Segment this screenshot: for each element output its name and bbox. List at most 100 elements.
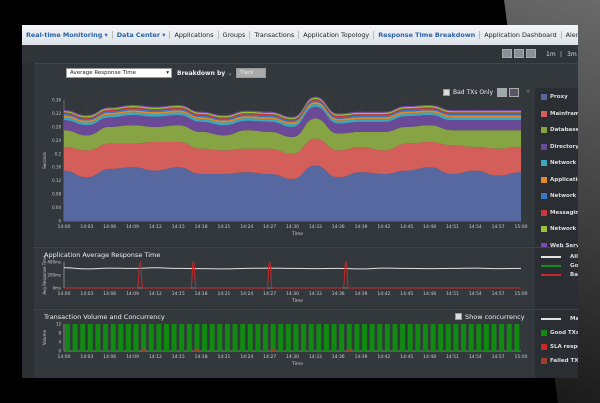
y-tick-label: 12	[56, 322, 62, 327]
good-txs-bar	[468, 324, 474, 351]
good-txs-bar	[293, 324, 299, 351]
good-txs-bar	[247, 324, 253, 351]
bad-txs-only-checkbox[interactable]	[443, 89, 450, 96]
legend-item[interactable]: SLA response t	[541, 344, 578, 350]
legend-label: All T	[570, 254, 578, 260]
y-tick-label: 0.32	[52, 111, 61, 116]
x-tick-label: 14:12	[149, 291, 162, 297]
x-axis-label: Time	[291, 298, 303, 304]
x-tick-label: 14:36	[332, 354, 345, 360]
legend-item[interactable]: All T	[541, 254, 578, 260]
metric-select[interactable]: Average Response Time ▾	[66, 68, 172, 78]
nav-item-8[interactable]: Alerts	[562, 31, 578, 39]
tiers-select[interactable]: Tiers	[236, 68, 266, 78]
y-tick-label: 8	[58, 331, 61, 336]
legend-swatch	[541, 110, 547, 117]
good-txs-bar	[232, 324, 238, 351]
good-txs-bar	[461, 324, 467, 351]
x-tick-label: 14:45	[400, 224, 413, 230]
y-axis-label: Seconds	[42, 152, 47, 169]
good-txs-bar	[240, 324, 246, 351]
legend-item[interactable]: Good	[541, 263, 578, 269]
legend-item[interactable]: Directory	[541, 143, 578, 150]
zoom-out-icon[interactable]	[526, 49, 536, 58]
x-tick-label: 14:24	[240, 291, 253, 297]
good-txs-bar	[430, 324, 436, 351]
volume-panel: Transaction Volume and Concurrency Show …	[34, 309, 578, 378]
good-txs-bar	[186, 324, 192, 351]
failed-txs-bar	[141, 348, 147, 351]
good-txs-bar	[87, 324, 93, 351]
area-series-network-to-ap	[64, 97, 521, 120]
x-tick-label: 14:42	[377, 354, 390, 360]
good-txs-bar	[224, 324, 230, 351]
legend-item[interactable]: Max.	[541, 316, 578, 322]
x-tick-label: 15:00	[515, 291, 528, 297]
zoom-in-icon[interactable]	[514, 49, 524, 58]
response-time-chart: 14:00 14:03 14:06 14:09 14:12 14:15 14:18 14:21…	[42, 255, 528, 304]
y-tick-label: 0.28	[52, 124, 61, 129]
bad-txs-only-label: Bad TXs Only	[453, 89, 494, 96]
x-tick-label: 14:30	[286, 354, 299, 360]
line-chart-icon[interactable]	[509, 88, 519, 97]
legend-line	[541, 265, 561, 267]
x-tick-label: 14:21	[217, 224, 230, 230]
x-tick-label: 15:00	[515, 224, 528, 230]
legend-item[interactable]: Application Se	[541, 176, 578, 183]
range-3m[interactable]: 3m	[567, 51, 577, 58]
x-tick-label: 14:36	[332, 291, 345, 297]
legend-label: Failed TXs	[550, 358, 578, 364]
nav-item-6[interactable]: Response Time Breakdown	[374, 31, 481, 39]
nav-item-1[interactable]: Data Center ▾	[113, 31, 171, 39]
legend-collapse-arrow[interactable]: »	[526, 87, 530, 95]
stacked-area-icon[interactable]	[497, 88, 507, 97]
legend-item[interactable]: Good TXs	[541, 330, 578, 336]
legend-label: Web Server	[550, 242, 578, 248]
legend-swatch	[541, 358, 547, 364]
good-txs-bar	[346, 324, 352, 351]
x-tick-label: 14:00	[58, 291, 71, 297]
good-txs-bar	[514, 324, 520, 351]
x-tick-label: 14:30	[286, 291, 299, 297]
nav-item-2[interactable]: Applications	[170, 31, 219, 39]
legend-item[interactable]: Network to Ap	[541, 226, 578, 232]
nav-item-5[interactable]: Application Topology	[299, 31, 375, 39]
x-tick-label: 14:51	[446, 291, 459, 297]
good-txs-bar	[118, 324, 124, 351]
x-tick-label: 14:21	[217, 354, 230, 360]
good-txs-bar	[95, 324, 101, 351]
legend-item[interactable]: Database Serv	[541, 127, 578, 133]
good-txs-bar	[217, 324, 223, 351]
legend-swatch	[541, 242, 547, 247]
nav-item-0[interactable]: Real-time Monitoring ▾	[22, 31, 113, 39]
legend-item[interactable]: Network to Me	[541, 193, 578, 199]
good-txs-bar	[476, 324, 482, 351]
breakdown-panel: Average Response Time ▾ Breakdown by » Ti…	[34, 63, 578, 248]
area-series-directory	[64, 106, 521, 137]
x-tick-label: 14:06	[103, 224, 116, 230]
x-tick-label: 14:06	[103, 291, 116, 297]
pointer-tool-icon[interactable]	[502, 49, 512, 58]
x-tick-label: 14:33	[309, 224, 322, 230]
x-tick-label: 14:48	[423, 354, 436, 360]
legend-item[interactable]: Proxy	[541, 94, 568, 100]
bad-txs-line	[64, 261, 521, 289]
legend-item[interactable]: Web Server	[541, 242, 578, 248]
good-txs-bar	[65, 324, 70, 351]
legend-item[interactable]: Messaging	[541, 209, 578, 216]
legend-item[interactable]: Failed TXs	[541, 358, 578, 364]
range-1m[interactable]: 1m	[546, 51, 556, 58]
legend-item[interactable]: Network to We	[541, 160, 578, 166]
nav-item-4[interactable]: Transactions	[250, 31, 300, 39]
nav-item-3[interactable]: Groups	[219, 31, 251, 39]
x-tick-label: 14:03	[80, 224, 93, 230]
legend-item[interactable]: Mainframe	[541, 110, 578, 117]
legend-item[interactable]: Bad	[541, 272, 578, 278]
x-tick-label: 14:27	[263, 291, 276, 297]
x-tick-label: 14:00	[58, 354, 71, 360]
show-concurrency-checkbox[interactable]	[455, 313, 462, 320]
nav-item-7[interactable]: Application Dashboard	[480, 31, 562, 39]
volume-chart: 14:00 14:03 14:06 14:09 14:12 14:15 14:18 14:21…	[42, 322, 528, 368]
x-tick-label: 14:09	[126, 291, 139, 297]
good-txs-bar	[392, 324, 398, 351]
